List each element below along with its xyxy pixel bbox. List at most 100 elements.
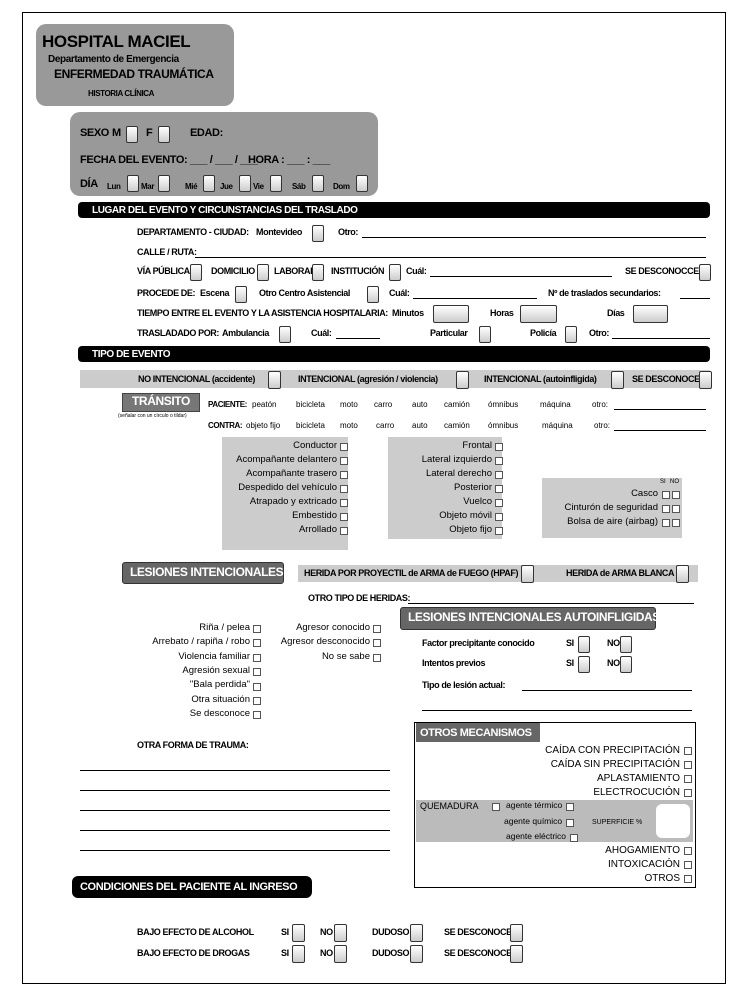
small-checkbox[interactable] <box>340 527 348 535</box>
checkbox[interactable] <box>565 325 577 343</box>
small-checkbox[interactable] <box>495 499 503 507</box>
label-text: BAJO EFECTO DE ALCOHOL <box>137 927 254 937</box>
patient-box <box>70 112 378 196</box>
checkbox[interactable] <box>510 924 523 942</box>
small-checkbox[interactable] <box>495 443 503 451</box>
small-checkbox[interactable] <box>253 625 261 633</box>
small-checkbox[interactable] <box>684 747 692 755</box>
small-checkbox[interactable] <box>495 457 503 465</box>
checkbox[interactable] <box>268 371 281 389</box>
checkbox[interactable] <box>279 325 291 343</box>
checkbox[interactable] <box>334 945 347 963</box>
small-checkbox[interactable] <box>672 505 680 513</box>
small-checkbox[interactable] <box>566 803 574 811</box>
checkbox[interactable] <box>334 924 347 942</box>
small-checkbox[interactable] <box>373 625 381 633</box>
checkbox[interactable] <box>312 174 324 192</box>
small-checkbox[interactable] <box>495 485 503 493</box>
small-checkbox[interactable] <box>684 775 692 783</box>
small-checkbox[interactable] <box>340 457 348 465</box>
small-checkbox[interactable] <box>340 485 348 493</box>
small-checkbox[interactable] <box>495 527 503 535</box>
checkbox[interactable] <box>410 924 423 942</box>
small-checkbox[interactable] <box>570 834 578 842</box>
small-checkbox[interactable] <box>253 711 261 720</box>
checkbox[interactable] <box>611 371 624 389</box>
blank-line <box>614 409 706 410</box>
small-checkbox[interactable] <box>495 471 503 479</box>
checkbox[interactable] <box>521 565 534 583</box>
checkbox[interactable] <box>520 305 557 323</box>
checkbox[interactable] <box>479 325 491 343</box>
small-checkbox[interactable] <box>662 505 670 513</box>
label-text: SI <box>660 478 666 485</box>
small-checkbox[interactable] <box>684 861 692 869</box>
small-checkbox[interactable] <box>340 499 348 507</box>
small-checkbox[interactable] <box>684 875 692 883</box>
label-text: HERIDA de ARMA BLANCA <box>566 568 675 578</box>
checkbox[interactable] <box>699 371 712 389</box>
label-text: No se sabe <box>321 650 370 662</box>
label-text: Acompañante delantero <box>236 453 337 465</box>
checkbox[interactable] <box>510 945 523 963</box>
checkbox[interactable] <box>239 174 251 192</box>
small-checkbox[interactable] <box>373 639 381 648</box>
small-checkbox[interactable] <box>340 443 348 451</box>
checkbox[interactable] <box>292 924 305 942</box>
label-text: Otro: <box>589 328 609 338</box>
checkbox[interactable] <box>292 945 305 963</box>
checkbox[interactable] <box>312 263 324 281</box>
small-checkbox[interactable] <box>253 639 261 648</box>
checkbox[interactable] <box>578 635 590 653</box>
checkbox[interactable] <box>270 174 282 192</box>
small-checkbox[interactable] <box>253 682 261 691</box>
section-tab <box>400 607 656 630</box>
label-text: moto <box>340 420 358 430</box>
label-text: NO <box>320 948 333 958</box>
small-checkbox[interactable] <box>253 697 261 705</box>
checkbox[interactable] <box>410 945 423 963</box>
label-text: Cuál: <box>311 328 332 338</box>
label-text: CAÍDA SIN PRECIPITACIÓN <box>550 758 680 770</box>
checkbox[interactable] <box>158 174 170 192</box>
small-checkbox[interactable] <box>566 819 574 827</box>
checkbox[interactable] <box>433 305 469 323</box>
small-checkbox[interactable] <box>684 789 692 797</box>
small-checkbox[interactable] <box>492 803 500 811</box>
small-checkbox[interactable] <box>672 519 680 527</box>
small-checkbox[interactable] <box>662 519 670 527</box>
small-checkbox[interactable] <box>253 653 261 662</box>
checkbox[interactable] <box>367 285 379 303</box>
checkbox[interactable] <box>126 125 138 143</box>
label-text: Ambulancia <box>222 328 270 338</box>
label-text: moto <box>340 399 358 409</box>
small-checkbox[interactable] <box>672 491 680 499</box>
checkbox[interactable] <box>578 655 590 673</box>
small-checkbox[interactable] <box>340 513 348 521</box>
checkbox[interactable] <box>158 125 170 143</box>
checkbox[interactable] <box>235 285 247 303</box>
checkbox[interactable] <box>699 263 711 281</box>
checkbox[interactable] <box>633 305 668 323</box>
small-checkbox[interactable] <box>684 847 692 855</box>
checkbox[interactable] <box>620 635 632 653</box>
label-text: Vuelco <box>463 495 492 507</box>
checkbox[interactable] <box>203 174 215 192</box>
checkbox[interactable] <box>389 263 401 281</box>
label-text: Objeto móvil <box>439 509 492 521</box>
checkbox[interactable] <box>676 565 689 583</box>
checkbox[interactable] <box>456 371 469 389</box>
checkbox[interactable] <box>257 263 269 281</box>
small-checkbox[interactable] <box>253 668 261 677</box>
small-checkbox[interactable] <box>495 513 503 521</box>
small-checkbox[interactable] <box>373 653 381 662</box>
small-checkbox[interactable] <box>684 761 692 769</box>
checkbox[interactable] <box>312 224 324 242</box>
small-checkbox[interactable] <box>662 491 670 499</box>
checkbox[interactable] <box>127 174 139 192</box>
label-text: Otro: <box>338 227 358 237</box>
checkbox[interactable] <box>620 655 632 673</box>
checkbox[interactable] <box>190 263 202 281</box>
small-checkbox[interactable] <box>340 471 348 479</box>
checkbox[interactable] <box>356 174 368 192</box>
